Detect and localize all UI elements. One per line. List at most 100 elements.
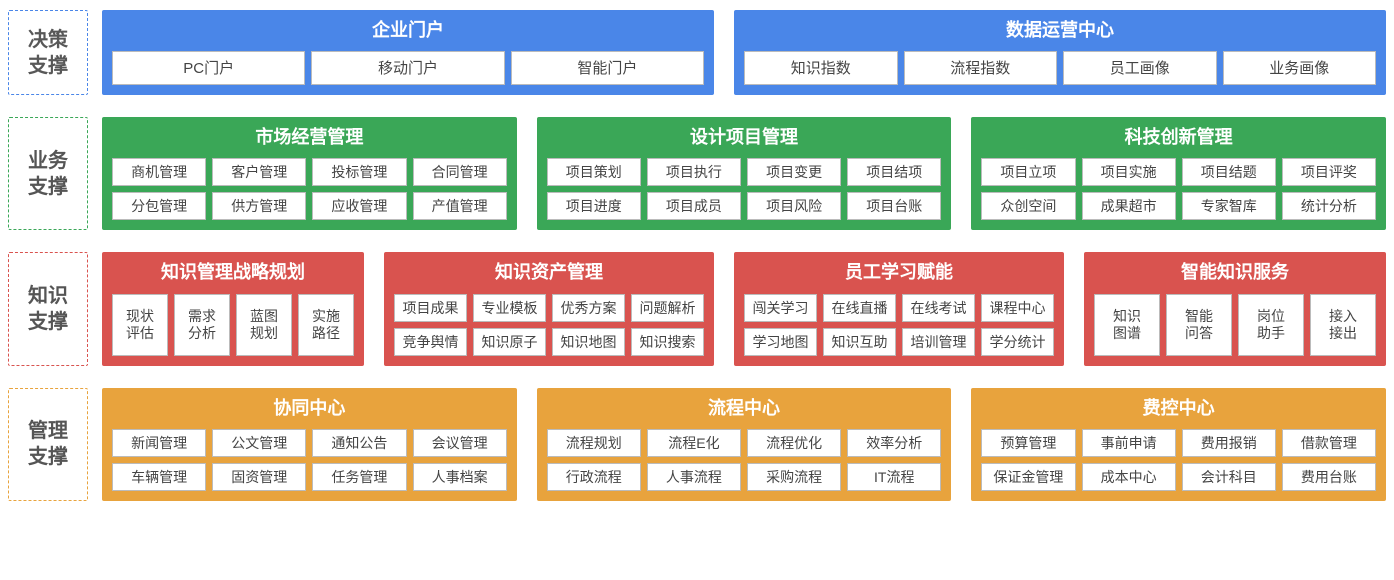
cell: 蓝图规划 xyxy=(236,294,292,356)
cell: 投标管理 xyxy=(312,158,406,186)
row-decision: 决策支撑 企业门户 PC门户 移动门户 智能门户 数据运营中心 知识指数 流程指… xyxy=(8,10,1386,95)
cell: 固资管理 xyxy=(212,463,306,491)
panel-grid: 商机管理 客户管理 投标管理 合同管理 分包管理 供方管理 应收管理 产值管理 xyxy=(112,158,507,220)
panel-title: 知识资产管理 xyxy=(394,260,704,285)
panel-knowledge-asset: 知识资产管理 项目成果 专业模板 优秀方案 问题解析 竞争舆情 知识原子 知识地… xyxy=(384,252,714,365)
panel-title: 市场经营管理 xyxy=(112,125,507,150)
cell: 预算管理 xyxy=(981,429,1075,457)
cell: 任务管理 xyxy=(312,463,406,491)
panel-title: 协同中心 xyxy=(112,396,507,421)
panels-decision: 企业门户 PC门户 移动门户 智能门户 数据运营中心 知识指数 流程指数 员工画… xyxy=(102,10,1386,95)
cell: 在线直播 xyxy=(823,294,896,322)
cell: 统计分析 xyxy=(1282,192,1376,220)
panel-title: 数据运营中心 xyxy=(744,18,1376,43)
cell: 智能问答 xyxy=(1166,294,1232,356)
cell: 通知公告 xyxy=(312,429,406,457)
panel-title: 企业门户 xyxy=(112,18,704,43)
panel-enterprise-portal: 企业门户 PC门户 移动门户 智能门户 xyxy=(102,10,714,95)
cell: 新闻管理 xyxy=(112,429,206,457)
cell: 成果超市 xyxy=(1082,192,1176,220)
cell: 知识指数 xyxy=(744,51,898,85)
panel-smart-knowledge-service: 智能知识服务 知识图谱 智能问答 岗位助手 接入接出 xyxy=(1084,252,1386,365)
cell: 优秀方案 xyxy=(552,294,625,322)
panel-grid: 项目立项 项目实施 项目结题 项目评奖 众创空间 成果超市 专家智库 统计分析 xyxy=(981,158,1376,220)
panel-market-mgmt: 市场经营管理 商机管理 客户管理 投标管理 合同管理 分包管理 供方管理 应收管… xyxy=(102,117,517,230)
cell: 人事流程 xyxy=(647,463,741,491)
cell: 学习地图 xyxy=(744,328,817,356)
panel-grid: PC门户 移动门户 智能门户 xyxy=(112,51,704,85)
panel-design-project-mgmt: 设计项目管理 项目策划 项目执行 项目变更 项目结项 项目进度 项目成员 项目风… xyxy=(537,117,952,230)
cell: 保证金管理 xyxy=(981,463,1075,491)
panel-grid: 知识图谱 智能问答 岗位助手 接入接出 xyxy=(1094,294,1376,356)
cell: 学分统计 xyxy=(981,328,1054,356)
row-management: 管理支撑 协同中心 新闻管理 公文管理 通知公告 会议管理 车辆管理 固资管理 … xyxy=(8,388,1386,501)
panel-employee-learning: 员工学习赋能 闯关学习 在线直播 在线考试 课程中心 学习地图 知识互助 培训管… xyxy=(734,252,1064,365)
cell: 专业模板 xyxy=(473,294,546,322)
cell: 事前申请 xyxy=(1082,429,1176,457)
row-business: 业务支撑 市场经营管理 商机管理 客户管理 投标管理 合同管理 分包管理 供方管… xyxy=(8,117,1386,230)
cell: 车辆管理 xyxy=(112,463,206,491)
cell: 现状评估 xyxy=(112,294,168,356)
cell: 接入接出 xyxy=(1310,294,1376,356)
panel-grid: 项目策划 项目执行 项目变更 项目结项 项目进度 项目成员 项目风险 项目台账 xyxy=(547,158,942,220)
cell: 效率分析 xyxy=(847,429,941,457)
cell: 项目实施 xyxy=(1082,158,1176,186)
cell: 项目成果 xyxy=(394,294,467,322)
panel-title: 设计项目管理 xyxy=(547,125,942,150)
panel-grid: 现状评估 需求分析 蓝图规划 实施路径 xyxy=(112,294,354,356)
cell: PC门户 xyxy=(112,51,305,85)
cell: 闯关学习 xyxy=(744,294,817,322)
row-knowledge: 知识支撑 知识管理战略规划 现状评估 需求分析 蓝图规划 实施路径 知识资产管理… xyxy=(8,252,1386,365)
panel-grid: 知识指数 流程指数 员工画像 业务画像 xyxy=(744,51,1376,85)
cell: 客户管理 xyxy=(212,158,306,186)
cell: 费用台账 xyxy=(1282,463,1376,491)
panels-knowledge: 知识管理战略规划 现状评估 需求分析 蓝图规划 实施路径 知识资产管理 项目成果… xyxy=(102,252,1386,365)
panel-data-ops-center: 数据运营中心 知识指数 流程指数 员工画像 业务画像 xyxy=(734,10,1386,95)
cell: 知识搜索 xyxy=(631,328,704,356)
panel-title: 员工学习赋能 xyxy=(744,260,1054,285)
cell: 在线考试 xyxy=(902,294,975,322)
cell: 供方管理 xyxy=(212,192,306,220)
cell: 借款管理 xyxy=(1282,429,1376,457)
cell: 业务画像 xyxy=(1223,51,1377,85)
cell: IT流程 xyxy=(847,463,941,491)
cell: 合同管理 xyxy=(413,158,507,186)
panel-collab-center: 协同中心 新闻管理 公文管理 通知公告 会议管理 车辆管理 固资管理 任务管理 … xyxy=(102,388,517,501)
cell: 项目结项 xyxy=(847,158,941,186)
panel-title: 费控中心 xyxy=(981,396,1376,421)
panel-grid: 闯关学习 在线直播 在线考试 课程中心 学习地图 知识互助 培训管理 学分统计 xyxy=(744,294,1054,356)
cell: 项目立项 xyxy=(981,158,1075,186)
cell: 会计科目 xyxy=(1182,463,1276,491)
cell: 课程中心 xyxy=(981,294,1054,322)
cell: 商机管理 xyxy=(112,158,206,186)
panel-km-strategy: 知识管理战略规划 现状评估 需求分析 蓝图规划 实施路径 xyxy=(102,252,364,365)
panel-cost-center: 费控中心 预算管理 事前申请 费用报销 借款管理 保证金管理 成本中心 会计科目… xyxy=(971,388,1386,501)
cell: 成本中心 xyxy=(1082,463,1176,491)
cell: 移动门户 xyxy=(311,51,504,85)
cell: 知识互助 xyxy=(823,328,896,356)
cell: 采购流程 xyxy=(747,463,841,491)
cell: 项目风险 xyxy=(747,192,841,220)
cell: 项目台账 xyxy=(847,192,941,220)
panels-management: 协同中心 新闻管理 公文管理 通知公告 会议管理 车辆管理 固资管理 任务管理 … xyxy=(102,388,1386,501)
cell: 应收管理 xyxy=(312,192,406,220)
row-label-business: 业务支撑 xyxy=(8,117,88,230)
panel-title: 流程中心 xyxy=(547,396,942,421)
cell: 产值管理 xyxy=(413,192,507,220)
panel-grid: 流程规划 流程E化 流程优化 效率分析 行政流程 人事流程 采购流程 IT流程 xyxy=(547,429,942,491)
cell: 公文管理 xyxy=(212,429,306,457)
cell: 流程E化 xyxy=(647,429,741,457)
cell: 费用报销 xyxy=(1182,429,1276,457)
cell: 项目策划 xyxy=(547,158,641,186)
cell: 知识地图 xyxy=(552,328,625,356)
cell: 知识原子 xyxy=(473,328,546,356)
cell: 项目成员 xyxy=(647,192,741,220)
cell: 项目进度 xyxy=(547,192,641,220)
cell: 实施路径 xyxy=(298,294,354,356)
cell: 流程规划 xyxy=(547,429,641,457)
panels-business: 市场经营管理 商机管理 客户管理 投标管理 合同管理 分包管理 供方管理 应收管… xyxy=(102,117,1386,230)
cell: 人事档案 xyxy=(413,463,507,491)
cell: 智能门户 xyxy=(511,51,704,85)
cell: 培训管理 xyxy=(902,328,975,356)
cell: 分包管理 xyxy=(112,192,206,220)
